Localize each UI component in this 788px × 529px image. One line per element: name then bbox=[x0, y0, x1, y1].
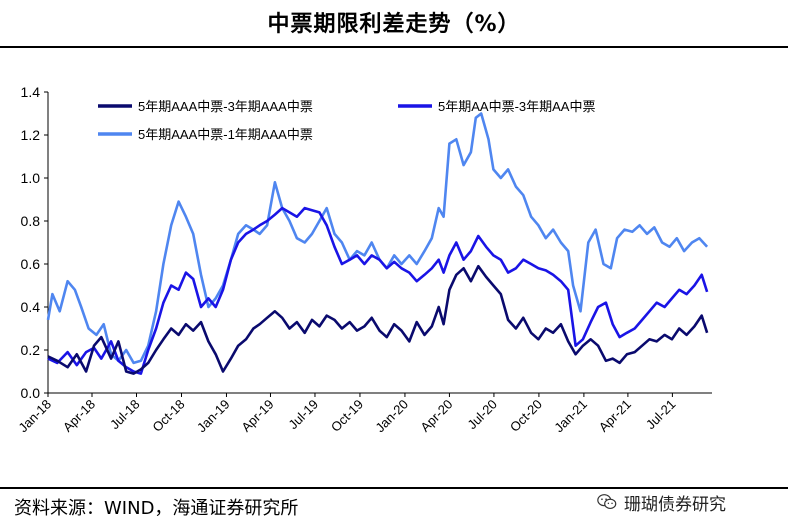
y-tick-label: 0.6 bbox=[21, 256, 41, 272]
x-tick-label: Oct-18 bbox=[149, 397, 187, 435]
legend-label: 5年期AAA中票-3年期AAA中票 bbox=[138, 99, 313, 114]
series-line bbox=[47, 206, 709, 375]
y-tick-label: 1.2 bbox=[21, 127, 41, 143]
x-tick-label: Apr-18 bbox=[60, 397, 98, 435]
bottom-rule bbox=[0, 487, 788, 489]
chart-legend: 5年期AAA中票-3年期AAA中票 5年期AA中票-3年期AA中票 5年期AAA中票… bbox=[98, 99, 595, 142]
wechat-icon bbox=[597, 494, 617, 510]
x-tick-label: Jul-20 bbox=[464, 397, 500, 433]
x-tick-label: Oct-20 bbox=[507, 397, 545, 435]
y-tick-label: 0.0 bbox=[21, 385, 41, 401]
x-tick-label: Jan-18 bbox=[15, 397, 54, 436]
watermark-text: 珊瑚债券研究 bbox=[624, 494, 726, 515]
x-tick-label: Apr-21 bbox=[596, 397, 634, 435]
chart-series bbox=[46, 112, 709, 375]
top-rule bbox=[0, 46, 788, 48]
x-tick-label: Jul-21 bbox=[643, 397, 679, 433]
legend-label: 5年期AAA中票-1年期AAA中票 bbox=[138, 127, 313, 142]
y-tick-label: 0.2 bbox=[21, 342, 41, 358]
x-tick-label: Oct-19 bbox=[328, 397, 366, 435]
series-line bbox=[47, 264, 709, 375]
source-note: 资料来源：WIND，海通证券研究所 bbox=[14, 498, 299, 519]
x-tick-label: Jul-19 bbox=[285, 397, 321, 433]
y-tick-label: 1.4 bbox=[21, 84, 41, 100]
legend-label: 5年期AA中票-3年期AA中票 bbox=[438, 99, 595, 114]
x-tick-label: Jul-18 bbox=[107, 397, 143, 433]
chart-title: 中票期限利差走势（%） bbox=[267, 12, 521, 37]
y-tick-label: 0.8 bbox=[21, 213, 41, 229]
x-tick-label: Jan-19 bbox=[194, 397, 233, 436]
watermark: 珊瑚债券研究 bbox=[596, 484, 776, 520]
x-tick-label: Apr-20 bbox=[417, 397, 455, 435]
y-tick-label: 0.4 bbox=[21, 299, 41, 315]
x-tick-label: Jan-20 bbox=[372, 397, 411, 436]
x-tick-label: Apr-19 bbox=[238, 397, 276, 435]
x-tick-label: Jan-21 bbox=[551, 397, 590, 436]
y-tick-label: 1.0 bbox=[21, 170, 41, 186]
